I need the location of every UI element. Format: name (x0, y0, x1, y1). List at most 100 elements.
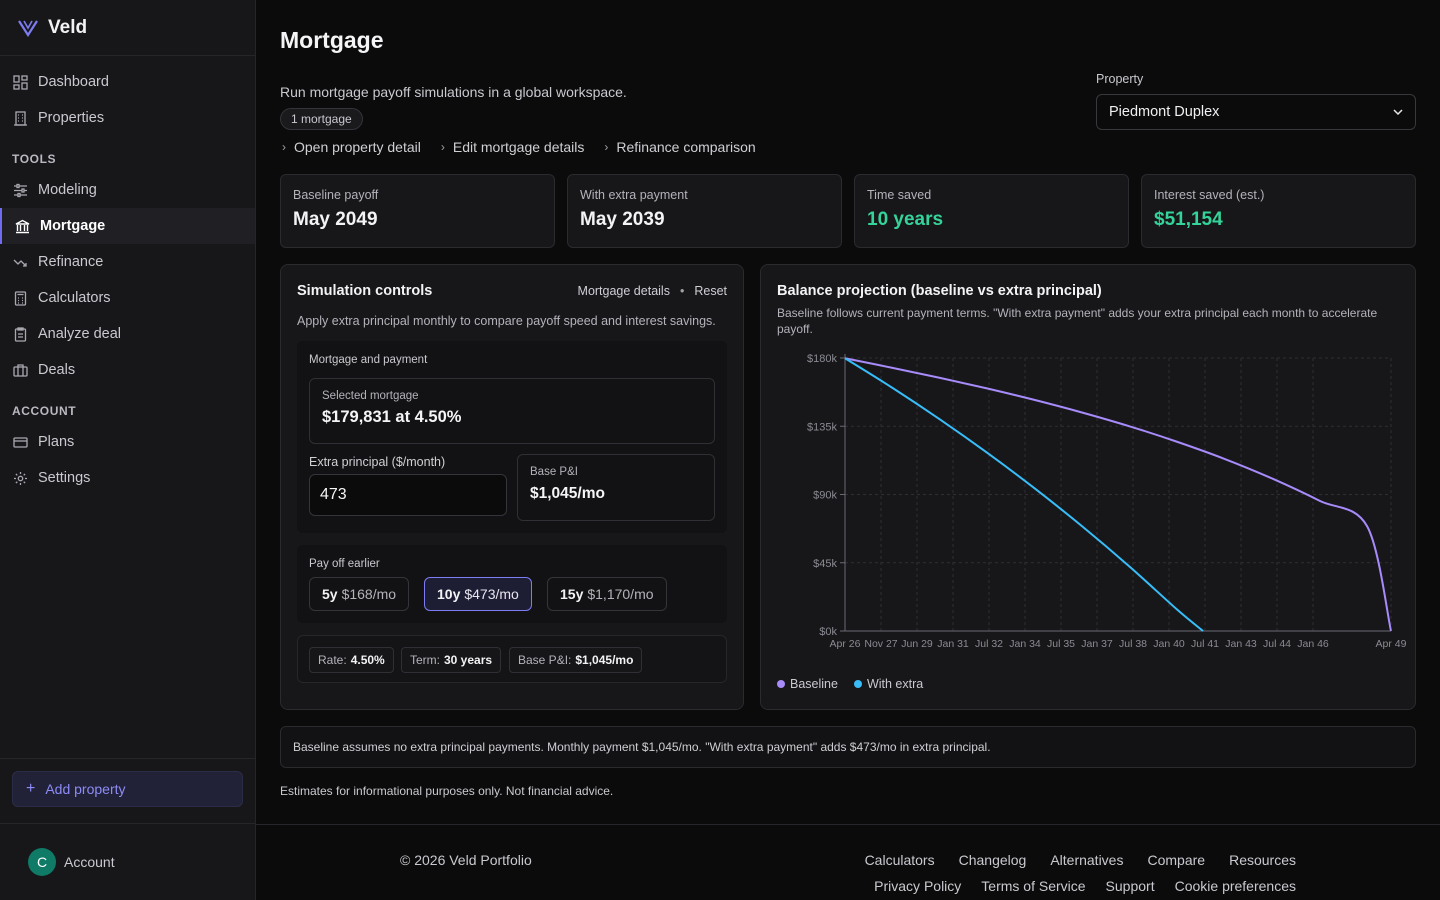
sidebar-divider (0, 758, 255, 759)
edit-mortgage-details-link[interactable]: › Edit mortgage details (441, 139, 585, 155)
trend-down-icon (12, 254, 28, 270)
footer-link-alternatives[interactable]: Alternatives (1050, 852, 1124, 868)
sliders-icon (12, 182, 28, 198)
link-label: Open property detail (294, 139, 421, 155)
preset-5y-button[interactable]: 5y $168/mo (309, 577, 410, 611)
selected-mortgage-value: $179,831 at 4.50% (322, 408, 462, 426)
chip-value: 30 years (444, 653, 493, 667)
base-pi-value: $1,045/mo (530, 485, 605, 502)
x-tick-label: Jan 37 (1081, 638, 1113, 650)
reset-button[interactable]: Reset (694, 284, 727, 298)
sidebar-item-label: Mortgage (40, 218, 106, 234)
chevron-right-icon: › (440, 140, 445, 154)
sidebar-item-analyze-deal[interactable]: Analyze deal (0, 316, 255, 352)
preset-15y-button[interactable]: 15y $1,170/mo (547, 577, 667, 611)
sidebar-item-calculators[interactable]: Calculators (0, 280, 255, 316)
footer-link-support[interactable]: Support (1105, 878, 1155, 894)
baseline-series-line (844, 357, 1392, 632)
sidebar-item-label: Dashboard (38, 74, 109, 90)
legend-item-with-extra: With extra (853, 677, 923, 691)
disclaimer: Estimates for informational purposes onl… (280, 784, 614, 798)
sidebar-item-refinance[interactable]: Refinance (0, 244, 255, 280)
stat-value: May 2049 (293, 209, 378, 230)
chart-legend: Baseline With extra (777, 677, 939, 691)
footer-link-compare[interactable]: Compare (1147, 852, 1206, 868)
sidebar-item-dashboard[interactable]: Dashboard (0, 64, 255, 100)
plus-icon: + (26, 780, 36, 797)
building-icon (12, 110, 28, 126)
sidebar-item-deals[interactable]: Deals (0, 352, 255, 388)
sidebar: Veld Dashboard Properties TOOLS Modeling… (0, 0, 256, 900)
y-tick-label: $0k (819, 626, 837, 638)
account-label: Account (64, 854, 115, 870)
footer-links-row2: Privacy Policy Terms of Service Support … (854, 878, 1296, 894)
card-icon (12, 434, 28, 450)
preset-amount: $1,170/mo (587, 586, 654, 602)
extra-principal-label: Extra principal ($/month) (309, 455, 446, 469)
rate-chip: Rate: 4.50% (309, 647, 394, 673)
property-select[interactable]: Piedmont Duplex (1096, 94, 1416, 130)
footer: © 2026 Veld Portfolio Calculators Change… (256, 824, 1440, 900)
footer-link-changelog[interactable]: Changelog (958, 852, 1027, 868)
stat-label: Time saved (867, 188, 932, 202)
sidebar-item-label: Properties (38, 110, 105, 126)
sidebar-item-label: Analyze deal (38, 326, 122, 342)
sidebar-item-mortgage[interactable]: Mortgage (0, 208, 255, 244)
brand-name: Veld (48, 16, 88, 38)
panel-title: Simulation controls (297, 283, 433, 299)
mortgage-details-button[interactable]: Mortgage details (577, 284, 670, 298)
legend-swatch (853, 680, 862, 688)
page-title: Mortgage (280, 27, 384, 53)
account-menu[interactable]: C Account (28, 848, 115, 876)
bank-icon (14, 218, 30, 234)
chip-label: Base P&I: (518, 653, 572, 667)
chip-label: Term: (410, 653, 440, 667)
y-tick-label: $45k (813, 558, 837, 570)
panel-title: Balance projection (baseline vs extra pr… (777, 283, 1102, 299)
add-property-button[interactable]: + Add property (12, 771, 243, 807)
sidebar-divider (0, 823, 255, 824)
footer-link-cookies[interactable]: Cookie preferences (1174, 878, 1296, 894)
dashboard-icon (12, 74, 28, 90)
legend-label: Baseline (790, 677, 838, 691)
x-tick-label: Jul 35 (1047, 638, 1075, 650)
refinance-comparison-link[interactable]: › Refinance comparison (604, 139, 755, 155)
stat-interest-saved: Interest saved (est.) $51,154 (1141, 174, 1416, 248)
y-tick-label: $135k (807, 421, 837, 433)
stat-baseline-payoff: Baseline payoff May 2049 (280, 174, 555, 248)
y-tick-label: $90k (813, 490, 837, 502)
legend-item-baseline: Baseline (777, 677, 838, 691)
stat-label: Baseline payoff (293, 188, 379, 202)
panel-description: Apply extra principal monthly to compare… (297, 314, 716, 328)
sidebar-item-plans[interactable]: Plans (0, 424, 255, 460)
sidebar-nav: Dashboard Properties TOOLS Modeling Mort… (0, 56, 255, 496)
with-extra-series-line (844, 357, 1204, 632)
footer-link-calculators[interactable]: Calculators (864, 852, 935, 868)
sidebar-item-properties[interactable]: Properties (0, 100, 255, 136)
sidebar-item-modeling[interactable]: Modeling (0, 172, 255, 208)
section-label: Mortgage and payment (309, 354, 428, 366)
preset-term: 10y (437, 586, 461, 602)
clipboard-icon (12, 326, 28, 342)
sidebar-item-label: Plans (38, 434, 75, 450)
open-property-detail-link[interactable]: › Open property detail (282, 139, 421, 155)
separator-dot: • (679, 284, 685, 298)
y-tick-label: $180k (807, 353, 837, 365)
sidebar-item-settings[interactable]: Settings (0, 460, 255, 496)
brand[interactable]: Veld (0, 0, 255, 56)
extra-principal-input[interactable] (309, 474, 507, 516)
simulation-controls-panel: Simulation controls Mortgage details • R… (280, 264, 744, 710)
x-tick-label: Apr 26 (830, 638, 861, 650)
x-tick-label: Apr 49 (1376, 638, 1407, 650)
footer-link-terms[interactable]: Terms of Service (981, 878, 1086, 894)
footer-link-resources[interactable]: Resources (1229, 852, 1296, 868)
x-tick-label: Nov 27 (864, 638, 897, 650)
page-subtitle: Run mortgage payoff simulations in a glo… (280, 84, 627, 100)
footer-links-row1: Calculators Changelog Alternatives Compa… (841, 852, 1296, 868)
preset-10y-button[interactable]: 10y $473/mo (424, 577, 532, 611)
mortgage-summary-chips: Rate: 4.50% Term: 30 years Base P&I: $1,045… (297, 635, 727, 683)
footer-link-privacy[interactable]: Privacy Policy (874, 878, 962, 894)
stat-label: Interest saved (est.) (1154, 188, 1265, 202)
term-chip: Term: 30 years (401, 647, 502, 673)
